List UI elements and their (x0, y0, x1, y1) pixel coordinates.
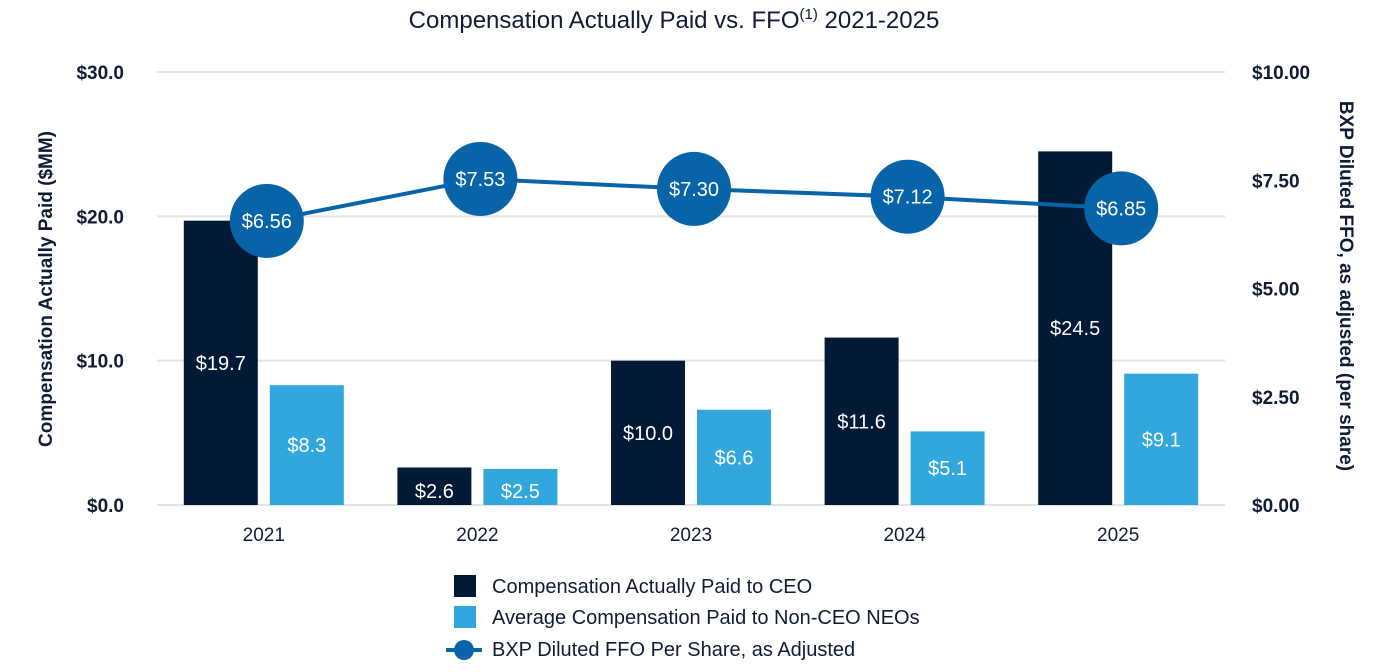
bar-label-ceo-2022: $2.6 (415, 481, 454, 503)
legend: Compensation Actually Paid to CEO Averag… (446, 575, 920, 661)
bar-ceo-2021 (183, 220, 258, 505)
bar-neo-2023 (697, 409, 771, 505)
x-tick-label-2022: 2022 (456, 525, 498, 546)
bar-label-ceo-2025: $24.5 (1050, 318, 1100, 340)
bar-label-neo-2024: $5.1 (928, 458, 967, 480)
right-axis-title: BXP Diluted FFO, as adjusted (per share) (1335, 101, 1356, 471)
chart-title-main: Compensation Actually Paid vs. FFO (409, 7, 800, 34)
bar-ceo-2024 (824, 337, 899, 505)
ffo-marker-2023 (657, 151, 731, 226)
left-axis-title: Compensation Actually Paid ($MM) (36, 131, 57, 447)
ffo-marker-label-2025: $6.85 (1096, 198, 1146, 220)
right-tick-label: $10.00 (1252, 63, 1310, 84)
bar-label-neo-2023: $6.6 (715, 447, 754, 469)
ffo-marker-2021 (229, 183, 304, 258)
bar-ceo-2023 (611, 360, 685, 505)
chart-title-superscript: (1) (800, 6, 818, 23)
x-tick-label-2025: 2025 (1097, 525, 1139, 546)
bar-label-ceo-2021: $19.7 (196, 353, 246, 375)
ffo-marker-2022 (443, 141, 518, 216)
ffo-line: $6.56 $7.53 $7.30 $7.12 $6.85 (229, 141, 1159, 258)
right-axis-ticks: $0.00 $2.50 $5.00 $7.50 $10.00 (1252, 63, 1310, 517)
bar-label-neo-2021: $8.3 (287, 435, 326, 457)
ffo-marker-2025 (1084, 171, 1159, 246)
x-axis-ticks: 2021 2022 2023 2024 2025 (243, 525, 1140, 546)
ffo-marker-label-2024: $7.12 (883, 187, 933, 209)
ffo-marker-label-2023: $7.30 (669, 179, 719, 201)
legend-label-neo: Average Compensation Paid to Non-CEO NEO… (492, 607, 920, 629)
chart-title: Compensation Actually Paid vs. FFO(1) 20… (409, 6, 940, 34)
bar-ceo-2022 (397, 467, 472, 505)
left-axis-ticks: $0.0 $10.0 $20.0 $30.0 (76, 63, 124, 517)
legend-label-ffo: BXP Diluted FFO Per Share, as Adjusted (492, 639, 855, 661)
ffo-marker-label-2022: $7.53 (455, 169, 505, 191)
bar-label-neo-2022: $2.5 (501, 481, 540, 503)
left-tick-label: $10.0 (76, 352, 124, 373)
bar-neo-2024 (910, 431, 985, 505)
x-tick-label-2021: 2021 (243, 525, 285, 546)
legend-swatch-neo (454, 606, 476, 628)
bar-label-ceo-2024: $11.6 (837, 411, 886, 433)
x-tick-label-2023: 2023 (670, 525, 712, 546)
right-tick-label: $2.50 (1252, 388, 1300, 409)
legend-marker-ffo (454, 640, 474, 660)
bars: $19.7 $8.3 $2.6 $2.5 $10.0 $6.6 $11.6 $5.1 $24.5… (183, 151, 1199, 505)
ffo-marker-label-2021: $6.56 (242, 211, 292, 233)
bar-neo-2025 (1124, 373, 1199, 505)
left-tick-label: $20.0 (76, 207, 124, 228)
x-tick-label-2024: 2024 (883, 525, 926, 546)
right-tick-label: $5.00 (1252, 280, 1300, 301)
legend-swatch-ceo (454, 575, 476, 597)
right-tick-label: $0.00 (1252, 496, 1300, 517)
legend-label-ceo: Compensation Actually Paid to CEO (492, 576, 812, 598)
right-tick-label: $7.50 (1252, 171, 1300, 192)
bar-label-ceo-2023: $10.0 (623, 423, 673, 445)
left-tick-label: $0.0 (87, 496, 124, 517)
left-tick-label: $30.0 (76, 63, 124, 84)
bar-neo-2022 (483, 468, 558, 505)
ffo-marker-2024 (870, 159, 945, 234)
chart-title-years: 2021-2025 (818, 7, 939, 34)
bar-neo-2021 (269, 385, 344, 505)
bar-label-neo-2025: $9.1 (1142, 429, 1181, 451)
